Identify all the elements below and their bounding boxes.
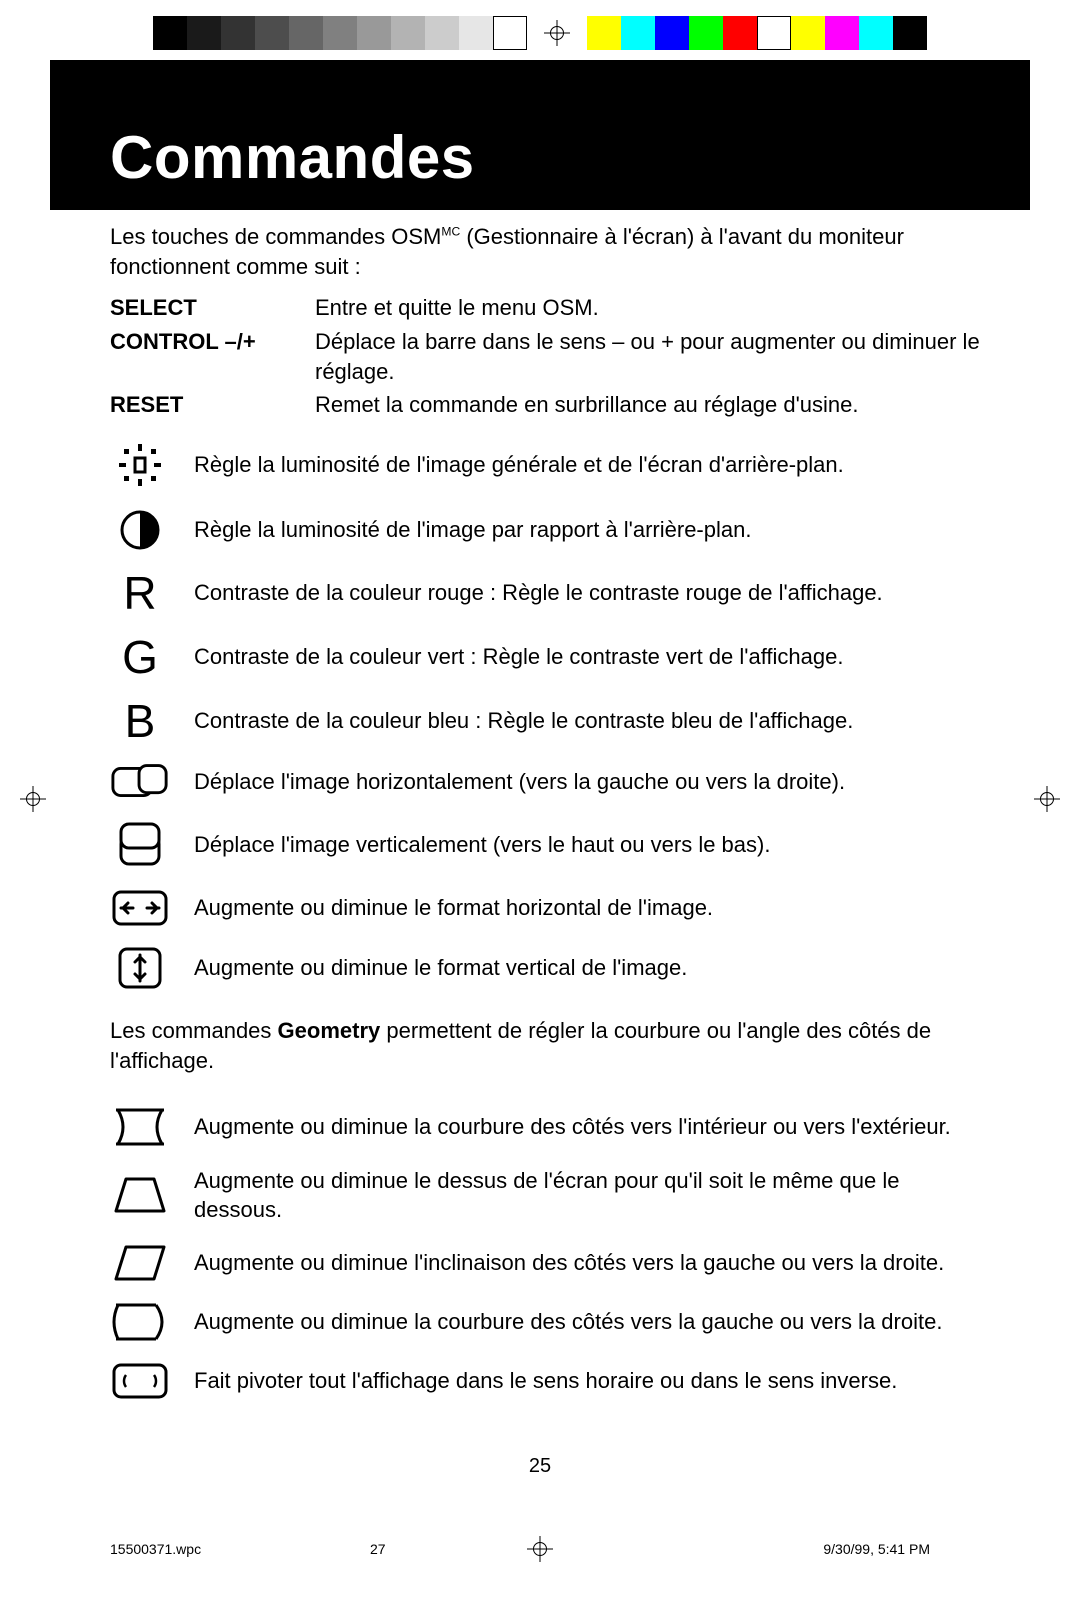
desc-reset: Remet la commande en surbrillance au rég… <box>315 388 980 422</box>
vertical-position-icon <box>110 820 170 870</box>
bow-desc: Augmente ou diminue la courbure des côté… <box>194 1307 980 1337</box>
hpos-desc: Déplace l'image horizontalement (vers la… <box>194 767 980 797</box>
vsize-desc: Augmente ou diminue le format vertical d… <box>194 953 980 983</box>
swatch <box>723 16 757 50</box>
parallelogram-desc: Augmente ou diminue l'inclinaison des cô… <box>194 1248 980 1278</box>
swatch <box>859 16 893 50</box>
page-footer: 15500371.wpc 27 9/30/99, 5:41 PM <box>0 1536 1080 1562</box>
swatch <box>689 16 723 50</box>
brightness-desc: Règle la luminosité de l'image générale … <box>194 450 980 480</box>
printer-color-bar <box>0 16 1080 50</box>
list-item: G Contraste de la couleur vert : Règle l… <box>110 634 980 680</box>
green-letter-icon: G <box>110 634 170 680</box>
swatch <box>587 16 621 50</box>
rotate-desc: Fait pivoter tout l'affichage dans le se… <box>194 1366 980 1396</box>
list-item: B Contraste de la couleur bleu : Règle l… <box>110 698 980 744</box>
geometry-intro-text: Les commandes <box>110 1018 278 1043</box>
term-reset: RESET <box>110 388 315 422</box>
table-row: RESET Remet la commande en surbrillance … <box>110 388 980 422</box>
list-item: Déplace l'image verticalement (vers le h… <box>110 820 980 870</box>
swatch <box>391 16 425 50</box>
intro-text: Les touches de commandes OSM <box>110 224 441 249</box>
footer-sheet: 27 <box>370 1541 386 1557</box>
blue-letter-icon: B <box>110 698 170 744</box>
footer-datetime: 9/30/99, 5:41 PM <box>823 1541 930 1557</box>
desc-select: Entre et quitte le menu OSM. <box>315 291 980 325</box>
list-item: Augmente ou diminue le dessus de l'écran… <box>110 1166 980 1225</box>
registration-mark-icon <box>527 1536 553 1562</box>
page-number: 25 <box>0 1455 1080 1478</box>
registration-mark-icon <box>544 20 570 46</box>
swatch <box>825 16 859 50</box>
list-item: Augmente ou diminue le format horizontal… <box>110 888 980 928</box>
list-item: Augmente ou diminue le format vertical d… <box>110 946 980 990</box>
letter-b: B <box>125 698 156 744</box>
letter-r: R <box>123 570 156 616</box>
intro-paragraph: Les touches de commandes OSMMC (Gestionn… <box>110 222 980 281</box>
page-header: Commandes <box>50 60 1030 210</box>
swatch <box>493 16 527 50</box>
horizontal-size-icon <box>110 888 170 928</box>
list-item: Fait pivoter tout l'affichage dans le se… <box>110 1361 980 1401</box>
term-control: CONTROL –/+ <box>110 325 315 388</box>
contrast-icon <box>110 508 170 552</box>
list-item: Augmente ou diminue l'inclinaison des cô… <box>110 1243 980 1283</box>
trapezoid-icon <box>110 1175 170 1215</box>
parallelogram-icon <box>110 1243 170 1283</box>
swatch <box>757 16 791 50</box>
list-item: R Contraste de la couleur rouge : Règle … <box>110 570 980 616</box>
list-item: Augmente ou diminue la courbure des côté… <box>110 1301 980 1343</box>
green-desc: Contraste de la couleur vert : Règle le … <box>194 642 980 672</box>
definitions-table: SELECT Entre et quitte le menu OSM. CONT… <box>110 291 980 422</box>
geometry-intro-bold: Geometry <box>278 1018 381 1043</box>
contrast-desc: Règle la luminosité de l'image par rappo… <box>194 515 980 545</box>
list-item: Règle la luminosité de l'image par rappo… <box>110 508 980 552</box>
rotate-icon <box>110 1361 170 1401</box>
vertical-size-icon <box>110 946 170 990</box>
swatch <box>289 16 323 50</box>
swatch <box>425 16 459 50</box>
red-letter-icon: R <box>110 570 170 616</box>
swatch <box>655 16 689 50</box>
registration-mark-icon <box>20 786 46 812</box>
trapezoid-desc: Augmente ou diminue le dessus de l'écran… <box>194 1166 980 1225</box>
swatch <box>791 16 825 50</box>
table-row: SELECT Entre et quitte le menu OSM. <box>110 291 980 325</box>
vpos-desc: Déplace l'image verticalement (vers le h… <box>194 830 980 860</box>
hsize-desc: Augmente ou diminue le format horizontal… <box>194 893 980 923</box>
table-row: CONTROL –/+ Déplace la barre dans le sen… <box>110 325 980 388</box>
horizontal-position-icon <box>110 762 170 802</box>
swatch <box>459 16 493 50</box>
desc-control: Déplace la barre dans le sens – ou + pou… <box>315 325 980 388</box>
grayscale-swatches <box>153 16 527 50</box>
blue-desc: Contraste de la couleur bleu : Règle le … <box>194 706 980 736</box>
pincushion-icon <box>110 1106 170 1148</box>
term-select: SELECT <box>110 291 315 325</box>
footer-filename: 15500371.wpc <box>110 1541 201 1557</box>
registration-mark-icon <box>1034 786 1060 812</box>
page-title: Commandes <box>110 123 475 192</box>
intro-superscript: MC <box>441 225 460 239</box>
swatch <box>621 16 655 50</box>
geometry-intro: Les commandes Geometry permettent de rég… <box>110 1016 980 1075</box>
red-desc: Contraste de la couleur rouge : Règle le… <box>194 578 980 608</box>
swatch <box>893 16 927 50</box>
letter-g: G <box>122 634 158 680</box>
list-item: Règle la luminosité de l'image générale … <box>110 440 980 490</box>
swatch <box>357 16 391 50</box>
bow-icon <box>110 1301 170 1343</box>
swatch <box>187 16 221 50</box>
swatch <box>323 16 357 50</box>
page-content: Les touches de commandes OSMMC (Gestionn… <box>110 222 980 1401</box>
pincushion-desc: Augmente ou diminue la courbure des côté… <box>194 1112 980 1142</box>
color-swatches <box>587 16 927 50</box>
list-item: Déplace l'image horizontalement (vers la… <box>110 762 980 802</box>
swatch <box>221 16 255 50</box>
list-item: Augmente ou diminue la courbure des côté… <box>110 1106 980 1148</box>
swatch <box>153 16 187 50</box>
brightness-icon <box>110 440 170 490</box>
swatch <box>255 16 289 50</box>
